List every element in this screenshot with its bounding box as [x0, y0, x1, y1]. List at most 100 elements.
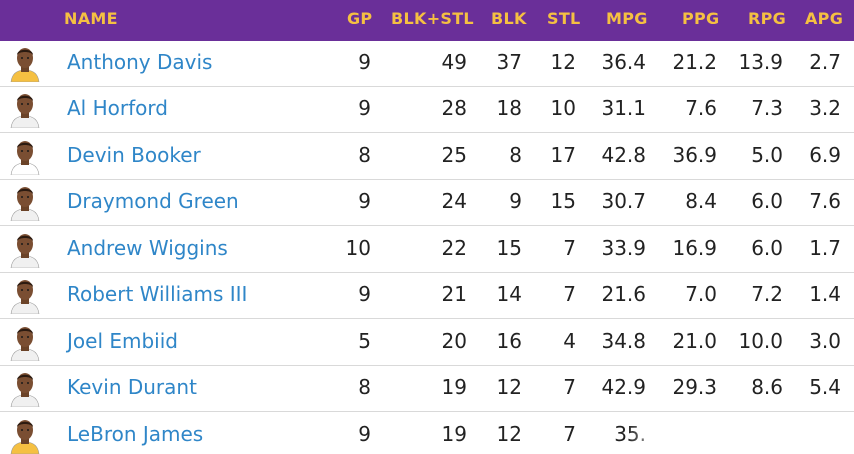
- player-name-link[interactable]: Al Horford: [67, 96, 168, 120]
- stl-cell: 10: [550, 96, 576, 120]
- apg-cell: 1.4: [809, 282, 841, 306]
- stl-cell: 17: [550, 143, 576, 167]
- player-avatar: [8, 230, 42, 269]
- player-avatar: [8, 137, 42, 176]
- player-name-link[interactable]: Devin Booker: [67, 143, 201, 167]
- apg-cell: 6.9: [809, 143, 841, 167]
- table-row: Anthony Davis 9 49 37 12 36.4 21.2 13.9 2.7: [0, 41, 854, 87]
- col-header-name[interactable]: NAME: [64, 9, 118, 28]
- rpg-cell: 10.0: [738, 329, 783, 353]
- stl-cell: 7: [563, 236, 576, 260]
- player-avatar: [8, 416, 42, 454]
- player-name-link[interactable]: Draymond Green: [67, 189, 239, 213]
- player-avatar: [8, 183, 42, 222]
- rpg-cell: 7.2: [751, 282, 783, 306]
- col-header-gp[interactable]: GP: [347, 9, 373, 28]
- apg-cell: 1.7: [809, 236, 841, 260]
- rpg-cell: 5.0: [751, 143, 783, 167]
- col-header-apg[interactable]: APG: [805, 9, 844, 28]
- apg-cell: 3.0: [809, 329, 841, 353]
- gp-cell: 9: [358, 50, 371, 74]
- table-row: Joel Embiid 5 20 16 4 34.8 21.0 10.0 3.0: [0, 320, 854, 366]
- player-name-link[interactable]: Andrew Wiggins: [67, 236, 228, 260]
- apg-cell: 5.4: [809, 375, 841, 399]
- mpg-cell: 30.7: [601, 189, 646, 213]
- gp-cell: 8: [358, 375, 371, 399]
- rpg-cell: 7.3: [751, 96, 783, 120]
- gp-cell: 10: [345, 236, 371, 260]
- ppg-cell: 21.2: [672, 50, 717, 74]
- ppg-cell: 21.0: [672, 329, 717, 353]
- mpg-cell: 31.1: [601, 96, 646, 120]
- gp-cell: 8: [358, 143, 371, 167]
- stl-cell: 4: [563, 329, 576, 353]
- blk-stl-cell: 49: [441, 50, 467, 74]
- blk-cell: 12: [496, 375, 522, 399]
- gp-cell: 9: [358, 96, 371, 120]
- stl-cell: 15: [550, 189, 576, 213]
- ppg-cell: 7.0: [685, 282, 717, 306]
- table-row: Al Horford 9 28 18 10 31.1 7.6 7.3 3.2: [0, 87, 854, 133]
- blk-stl-cell: 21: [441, 282, 467, 306]
- apg-cell: 7.6: [809, 189, 841, 213]
- blk-stl-cell: 19: [441, 375, 467, 399]
- blk-cell: 15: [496, 236, 522, 260]
- blk-cell: 8: [509, 143, 522, 167]
- apg-cell: 2.7: [809, 50, 841, 74]
- blk-cell: 18: [496, 96, 522, 120]
- fade-overlay: [628, 413, 854, 454]
- rpg-cell: 13.9: [738, 50, 783, 74]
- table-row: LeBron James91912735.: [0, 413, 854, 454]
- mpg-cell: 34.8: [601, 329, 646, 353]
- table-row: Andrew Wiggins 10 22 15 7 33.9 16.9 6.0 1.7: [0, 227, 854, 273]
- blk-cell: 16: [496, 329, 522, 353]
- rpg-cell: 6.0: [751, 236, 783, 260]
- rpg-cell: 6.0: [751, 189, 783, 213]
- blk-stl-cell: 28: [441, 96, 467, 120]
- player-name-link[interactable]: LeBron James: [67, 422, 204, 446]
- player-avatar: [8, 44, 42, 83]
- table-row: Devin Booker 8 25 8 17 42.8 36.9 5.0 6.9: [0, 134, 854, 180]
- player-name-link[interactable]: Kevin Durant: [67, 375, 197, 399]
- player-avatar: [8, 90, 42, 129]
- blk-stl-cell: 24: [441, 189, 467, 213]
- stl-cell: 7: [563, 375, 576, 399]
- blk-cell: 14: [496, 282, 522, 306]
- blk-cell: 37: [496, 50, 522, 74]
- gp-cell: 9: [358, 282, 371, 306]
- blk-cell: 9: [509, 189, 522, 213]
- gp-cell: 9: [358, 189, 371, 213]
- table-row: Robert Williams III 9 21 14 7 21.6 7.0 7.2 1.4: [0, 273, 854, 319]
- blk-stl-cell: 25: [441, 143, 467, 167]
- blk-cell: 12: [496, 422, 522, 446]
- player-name-link[interactable]: Robert Williams III: [67, 282, 248, 306]
- mpg-cell: 21.6: [601, 282, 646, 306]
- player-name-link[interactable]: Joel Embiid: [67, 329, 178, 353]
- player-avatar: [8, 323, 42, 362]
- table-row: Kevin Durant 8 19 12 7 42.9 29.3 8.6 5.4: [0, 366, 854, 412]
- blk-stl-cell: 19: [441, 422, 467, 446]
- stl-cell: 12: [550, 50, 576, 74]
- col-header-rpg[interactable]: RPG: [748, 9, 787, 28]
- ppg-cell: 29.3: [672, 375, 717, 399]
- mpg-cell: 33.9: [601, 236, 646, 260]
- blk-stl-cell: 22: [441, 236, 467, 260]
- stl-cell: 7: [563, 422, 576, 446]
- table-row: Draymond Green 9 24 9 15 30.7 8.4 6.0 7.6: [0, 180, 854, 226]
- player-avatar: [8, 369, 42, 408]
- rpg-cell: 8.6: [751, 375, 783, 399]
- col-header-ppg[interactable]: PPG: [682, 9, 720, 28]
- col-header-blk[interactable]: BLK: [491, 9, 527, 28]
- mpg-cell: 36.4: [601, 50, 646, 74]
- ppg-cell: 7.6: [685, 96, 717, 120]
- blk-stl-cell: 20: [441, 329, 467, 353]
- col-header-mpg[interactable]: MPG: [606, 9, 648, 28]
- col-header-stl[interactable]: STL: [547, 9, 581, 28]
- mpg-cell: 42.9: [601, 375, 646, 399]
- mpg-cell: 42.8: [601, 143, 646, 167]
- ppg-cell: 16.9: [672, 236, 717, 260]
- gp-cell: 5: [358, 329, 371, 353]
- player-avatar: [8, 276, 42, 315]
- col-header-blk-stl[interactable]: BLK+STL: [391, 9, 474, 28]
- player-name-link[interactable]: Anthony Davis: [67, 50, 213, 74]
